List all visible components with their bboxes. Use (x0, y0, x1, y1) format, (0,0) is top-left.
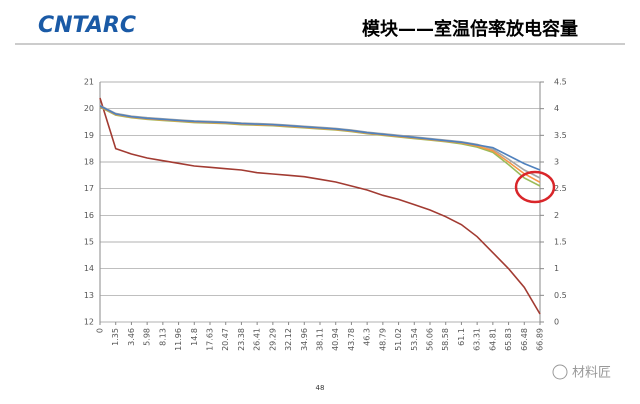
slide-title: 模块——室温倍率放电容量 (362, 18, 578, 40)
watermark: 材料匠 (572, 366, 611, 381)
y2-tick-label: 3.5 (554, 131, 567, 140)
x-tick-label: 40.94 (331, 328, 340, 351)
plot: 12 13 14 15 16 17 18 19 20 21 0 0.5 1 1.5 2 2.5 3 3.5 4 4.5… (84, 78, 567, 351)
y-tick-label: 16 (84, 211, 94, 220)
x-tick-label: 46.3 (363, 328, 372, 346)
series-line (99, 105, 541, 171)
x-tick-label: 1.35 (111, 328, 120, 346)
y2-tick-label: 2.5 (554, 184, 567, 193)
x-tick-label: 29.29 (268, 328, 277, 351)
x-tick-label: 64.81 (488, 328, 497, 351)
y-tick-label: 15 (84, 238, 94, 247)
x-tick-label: 43.78 (347, 328, 356, 351)
y2-tick-label: 3 (554, 158, 559, 167)
x-tick-label: 32.12 (284, 328, 293, 351)
watermark-icon (552, 364, 568, 380)
y-tick-label: 13 (84, 291, 94, 300)
y2-tick-label: 4.5 (554, 78, 567, 87)
x-tick-label: 38.11 (316, 328, 325, 351)
y2-tick-label: 1 (554, 264, 559, 273)
x-tick-label: 53.54 (410, 328, 419, 351)
y2-tick-label: 0 (554, 318, 559, 327)
x-tick-label: 58.58 (441, 328, 450, 351)
y-tick-label: 18 (84, 158, 94, 167)
y2-tick-label: 1.5 (554, 238, 567, 247)
x-tick-label: 5.98 (143, 328, 152, 346)
y2-tick-label: 0.5 (554, 291, 567, 300)
x-tick-label: 17.63 (206, 328, 215, 351)
x-tick-label: 66.89 (536, 328, 545, 351)
y-tick-label: 17 (84, 184, 94, 193)
x-tick-label: 51.02 (394, 328, 403, 351)
y2-tick-label: 4 (554, 104, 559, 113)
x-tick-label: 0 (96, 328, 105, 333)
x-tick-label: 3.46 (127, 328, 136, 346)
y-tick-label: 20 (84, 104, 94, 113)
x-tick-label: 26.41 (253, 328, 262, 351)
x-tick-label: 11.96 (174, 328, 183, 351)
x-tick-label: 23.38 (237, 328, 246, 351)
x-tick-label: 66.48 (520, 328, 529, 351)
x-tick-label: 34.96 (300, 328, 309, 351)
x-tick-label: 56.06 (426, 328, 435, 351)
highlight-circle (514, 170, 556, 204)
x-tick-label: 20.47 (221, 328, 230, 351)
page-number: 48 (316, 384, 325, 392)
x-tick-label: 61.1 (457, 328, 466, 346)
x-tick-label: 65.83 (504, 328, 513, 351)
x-tick-label: 8.13 (158, 328, 167, 346)
x-tick-label: 63.31 (473, 328, 482, 351)
x-tick-label: 14.8 (190, 328, 199, 346)
y2-tick-label: 2 (554, 211, 559, 220)
y-tick-label: 12 (84, 318, 94, 327)
series-line (99, 97, 541, 315)
y-tick-label: 14 (84, 264, 94, 273)
series-line (99, 104, 541, 179)
y-tick-label: 21 (84, 78, 94, 87)
y-tick-label: 19 (84, 131, 94, 140)
x-tick-label: 48.79 (378, 328, 387, 351)
logo: CNTARC (38, 13, 136, 38)
